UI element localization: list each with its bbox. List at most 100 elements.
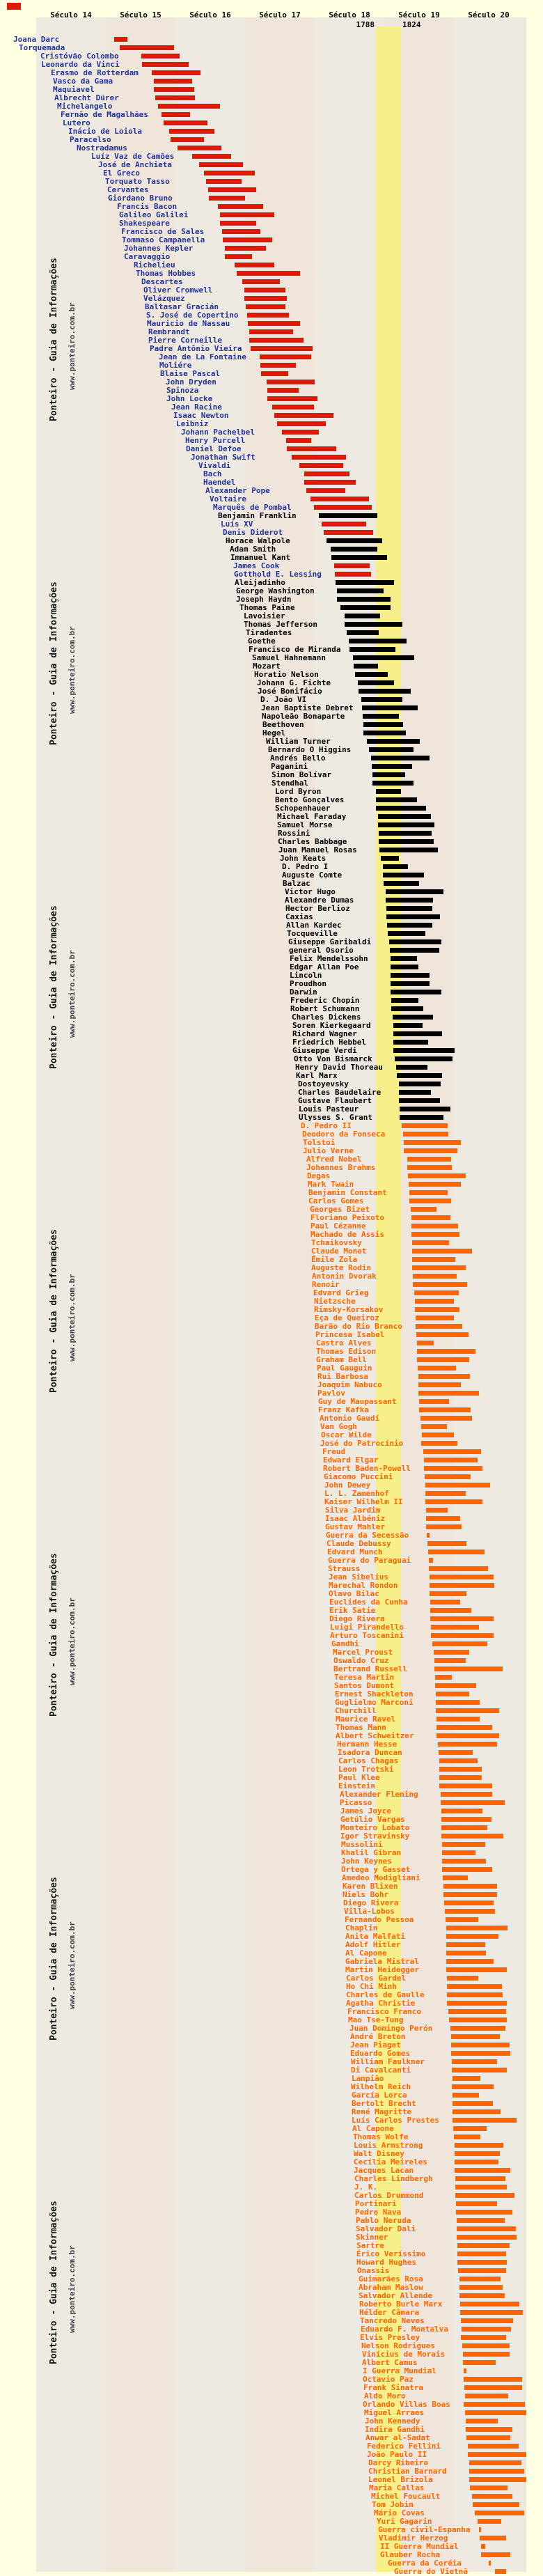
lifespan-bar <box>260 363 296 368</box>
lifespan-bar <box>461 2335 506 2340</box>
lifespan-bar <box>337 588 384 593</box>
lifespan-bar <box>235 263 274 267</box>
person-label: Velázquez <box>143 294 185 303</box>
person-label: Tiradentes <box>246 628 292 637</box>
lifespan-bar <box>267 380 315 384</box>
brand-url-vertical-text[interactable]: www.ponteiro.com.br <box>68 302 77 390</box>
timeline-row: Frederic Chopin <box>36 997 526 1005</box>
person-label: Giordano Bruno <box>108 194 173 203</box>
timeline-row: Jean Racine <box>36 403 526 412</box>
brand-url-vertical-text[interactable]: www.ponteiro.com.br <box>68 950 77 1038</box>
timeline-row: Franz Kafka <box>36 1406 526 1414</box>
brand-url-vertical-text[interactable]: www.ponteiro.com.br <box>68 1598 77 1685</box>
timeline-row: Benjamin Constant <box>36 1189 526 1197</box>
lifespan-bar <box>457 2260 507 2265</box>
timeline-row: Inácio de Loiola <box>36 127 526 136</box>
lifespan-bar <box>389 939 441 944</box>
person-label: James Joyce <box>340 1806 391 1816</box>
lifespan-bar <box>386 906 432 911</box>
lifespan-bar <box>272 405 314 409</box>
lifespan-bar <box>452 2076 480 2081</box>
person-label: Vladimir Herzog <box>379 2534 448 2543</box>
person-label: Adam Smith <box>230 545 276 554</box>
lifespan-bar <box>358 680 394 685</box>
lifespan-bar <box>470 2485 507 2490</box>
person-label: George Washington <box>236 586 315 595</box>
axis-label-seculo-15: Século 15 <box>120 10 162 19</box>
person-label: Isaac Newton <box>173 411 229 420</box>
lifespan-bar <box>158 104 220 109</box>
lifespan-bar <box>426 1524 462 1529</box>
brand-url-vertical-text[interactable]: www.ponteiro.com.br <box>68 1274 77 1361</box>
person-label: Fernando Pessoa <box>345 1915 414 1924</box>
person-label: Niels Bohr <box>343 1890 389 1899</box>
person-label: Monteiro Lobato <box>340 1823 410 1832</box>
timeline-row: Samuel Morse <box>36 821 526 829</box>
brand-url-vertical-text[interactable]: www.ponteiro.com.br <box>68 2245 77 2333</box>
axis-label-seculo-17: Século 17 <box>259 10 301 19</box>
timeline-row: Thomas Edison <box>36 1348 526 1356</box>
timeline-row: Vladimir Herzog <box>36 2534 526 2543</box>
person-label: I Guerra Mundial <box>363 2366 436 2375</box>
timeline-row: Johann G. Fichte <box>36 679 526 687</box>
timeline-row: Adam Smith <box>36 545 526 554</box>
person-label: D. Pedro II <box>301 1121 352 1130</box>
lifespan-bar <box>416 1332 469 1337</box>
timeline-row: D. João VI <box>36 696 526 704</box>
lifespan-bar <box>114 37 127 42</box>
person-label: Daniel Defoe <box>186 444 242 453</box>
brand-url-vertical-text[interactable]: www.ponteiro.com.br <box>68 626 77 714</box>
person-label: Getúlio Vargas <box>340 1815 405 1824</box>
timeline-row: Shakespeare <box>36 219 526 228</box>
person-label: Octavio Paz <box>363 2375 414 2384</box>
timeline-row: Nelson Rodrigues <box>36 2342 526 2350</box>
timeline-row: Princesa Isabel <box>36 1331 526 1339</box>
timeline-row: Jean de La Fontaine <box>36 353 526 361</box>
lifespan-bar <box>451 2034 500 2039</box>
timeline-row: Salvador Dali <box>36 2225 526 2233</box>
lifespan-bar <box>425 1491 466 1496</box>
person-label: Carlos Chagas <box>338 1756 399 1765</box>
person-label: Skinner <box>356 2233 388 2242</box>
person-label: Mário Covas <box>374 2508 425 2518</box>
timeline-row: Thomas Jefferson <box>36 620 526 629</box>
brand-url-vertical-text[interactable]: www.ponteiro.com.br <box>68 1921 77 2009</box>
person-label: Picasso <box>340 1798 372 1807</box>
timeline-row: Haendel <box>36 478 526 487</box>
lifespan-bar <box>446 1926 507 1930</box>
lifespan-bar <box>466 2435 510 2440</box>
timeline-row: Proudhon <box>36 980 526 988</box>
person-label: Friedrich Hebbel <box>292 1038 366 1047</box>
lifespan-bar <box>455 2176 505 2181</box>
person-label: Lutero <box>63 118 90 127</box>
person-label: Erik Satie <box>329 1606 376 1615</box>
lifespan-bar <box>204 171 255 175</box>
lifespan-bar <box>391 990 441 994</box>
person-label: Al Capone <box>352 2124 394 2133</box>
lifespan-bar <box>383 873 424 877</box>
lifespan-bar <box>463 2352 510 2357</box>
lifespan-bar <box>441 1792 492 1797</box>
timeline-row: Lincoln <box>36 971 526 980</box>
timeline-row: Paul Cézanne <box>36 1222 526 1231</box>
timeline-row: Horatio Nelson <box>36 671 526 679</box>
timeline-row: Mozart <box>36 662 526 671</box>
lifespan-bar <box>425 1474 471 1479</box>
lifespan-bar <box>436 1725 492 1730</box>
lifespan-bar <box>434 1650 469 1655</box>
timeline-row: Vinícius de Morais <box>36 2350 526 2359</box>
person-label: Gustav Mahler <box>325 1522 386 1531</box>
person-label: René Magritte <box>352 2107 412 2116</box>
lifespan-bar <box>306 488 345 493</box>
lifespan-bar <box>267 396 317 401</box>
timeline-row: Lavoisier <box>36 612 526 620</box>
person-label: Ortega y Gasset <box>341 1865 411 1874</box>
person-label: Thomas Hobbes <box>136 269 196 278</box>
timeline-row: Martin Heidegger <box>36 1966 526 1974</box>
timeline-row: Wilhelm Reich <box>36 2083 526 2091</box>
timeline-row: Al Capone <box>36 2125 526 2133</box>
person-label: Mao Tse-Tung <box>348 2015 404 2024</box>
lifespan-bar <box>478 2519 501 2524</box>
timeline-row: Schopenhauer <box>36 804 526 813</box>
timeline-row: Kaiser Wilhelm II <box>36 1498 526 1506</box>
